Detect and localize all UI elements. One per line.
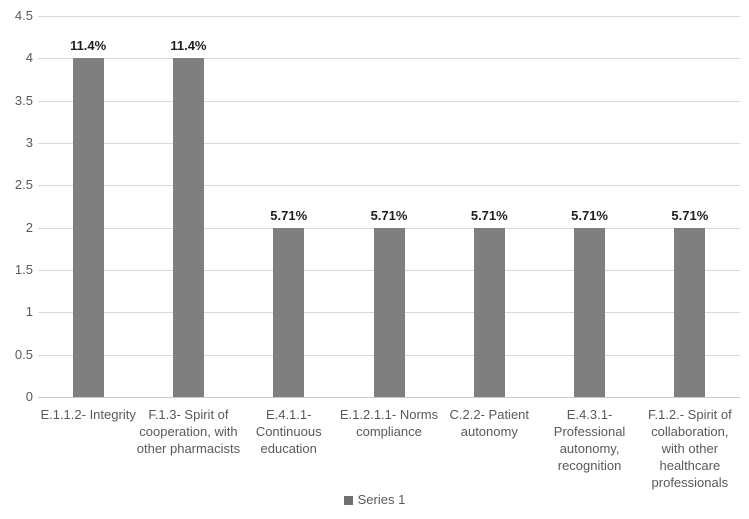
bar (473, 227, 505, 397)
gridline (38, 58, 740, 60)
bar-value-label: 5.71% (470, 207, 508, 223)
bar (574, 227, 606, 397)
x-axis-line (38, 397, 740, 398)
bar (273, 227, 305, 397)
gridline (38, 143, 740, 144)
y-axis-tick-label: 2.5 (14, 177, 33, 193)
bar-value-label: 11.4% (170, 38, 207, 54)
x-axis-category-label: E.1.1.2- Integrity (40, 407, 136, 422)
gridline (38, 100, 740, 102)
x-axis-category-label: E.1.2.1.1- Norms compliance (339, 407, 439, 439)
y-axis-tick-label: 1 (25, 304, 33, 320)
bar (72, 58, 104, 397)
x-axis-category-label: F.1.2.- Spirit of collaboration, with ot… (647, 407, 732, 490)
gridline (38, 185, 740, 187)
bar (172, 58, 204, 397)
y-axis-tick-label: 4 (25, 50, 33, 66)
y-axis-tick-label: 1.5 (14, 262, 33, 277)
y-axis-tick-label: 3 (25, 135, 33, 150)
legend-marker-icon (343, 495, 353, 505)
legend-label: Series 1 (357, 492, 406, 507)
y-axis-tick-label: 4.5 (14, 8, 33, 23)
bar-value-label: 5.71% (270, 207, 308, 223)
bar (373, 227, 405, 397)
legend: Series 1 (0, 493, 749, 507)
bar-value-label: 11.4% (70, 38, 107, 54)
x-axis-category-label: E.4.1.1- Continuous education (255, 407, 322, 456)
y-axis-tick-label: 0.5 (14, 346, 33, 362)
x-axis-category-label: C.2.2- Patient autonomy (449, 407, 530, 439)
bar-value-label: 5.71% (571, 207, 608, 223)
y-axis-tick-label: 2 (25, 219, 33, 235)
y-axis-tick-label: 3.5 (14, 92, 33, 108)
x-axis-category-label: F.1.3- Spirit of cooperation, with other… (136, 407, 241, 456)
bar (674, 227, 706, 397)
y-axis-tick-label: 0 (25, 389, 33, 404)
x-axis-category-label: E.4.3.1- Professional autonomy, recognit… (553, 407, 626, 473)
bar-value-label: 5.71% (671, 207, 709, 223)
bar-value-label: 5.71% (370, 207, 408, 223)
gridline (38, 16, 740, 17)
